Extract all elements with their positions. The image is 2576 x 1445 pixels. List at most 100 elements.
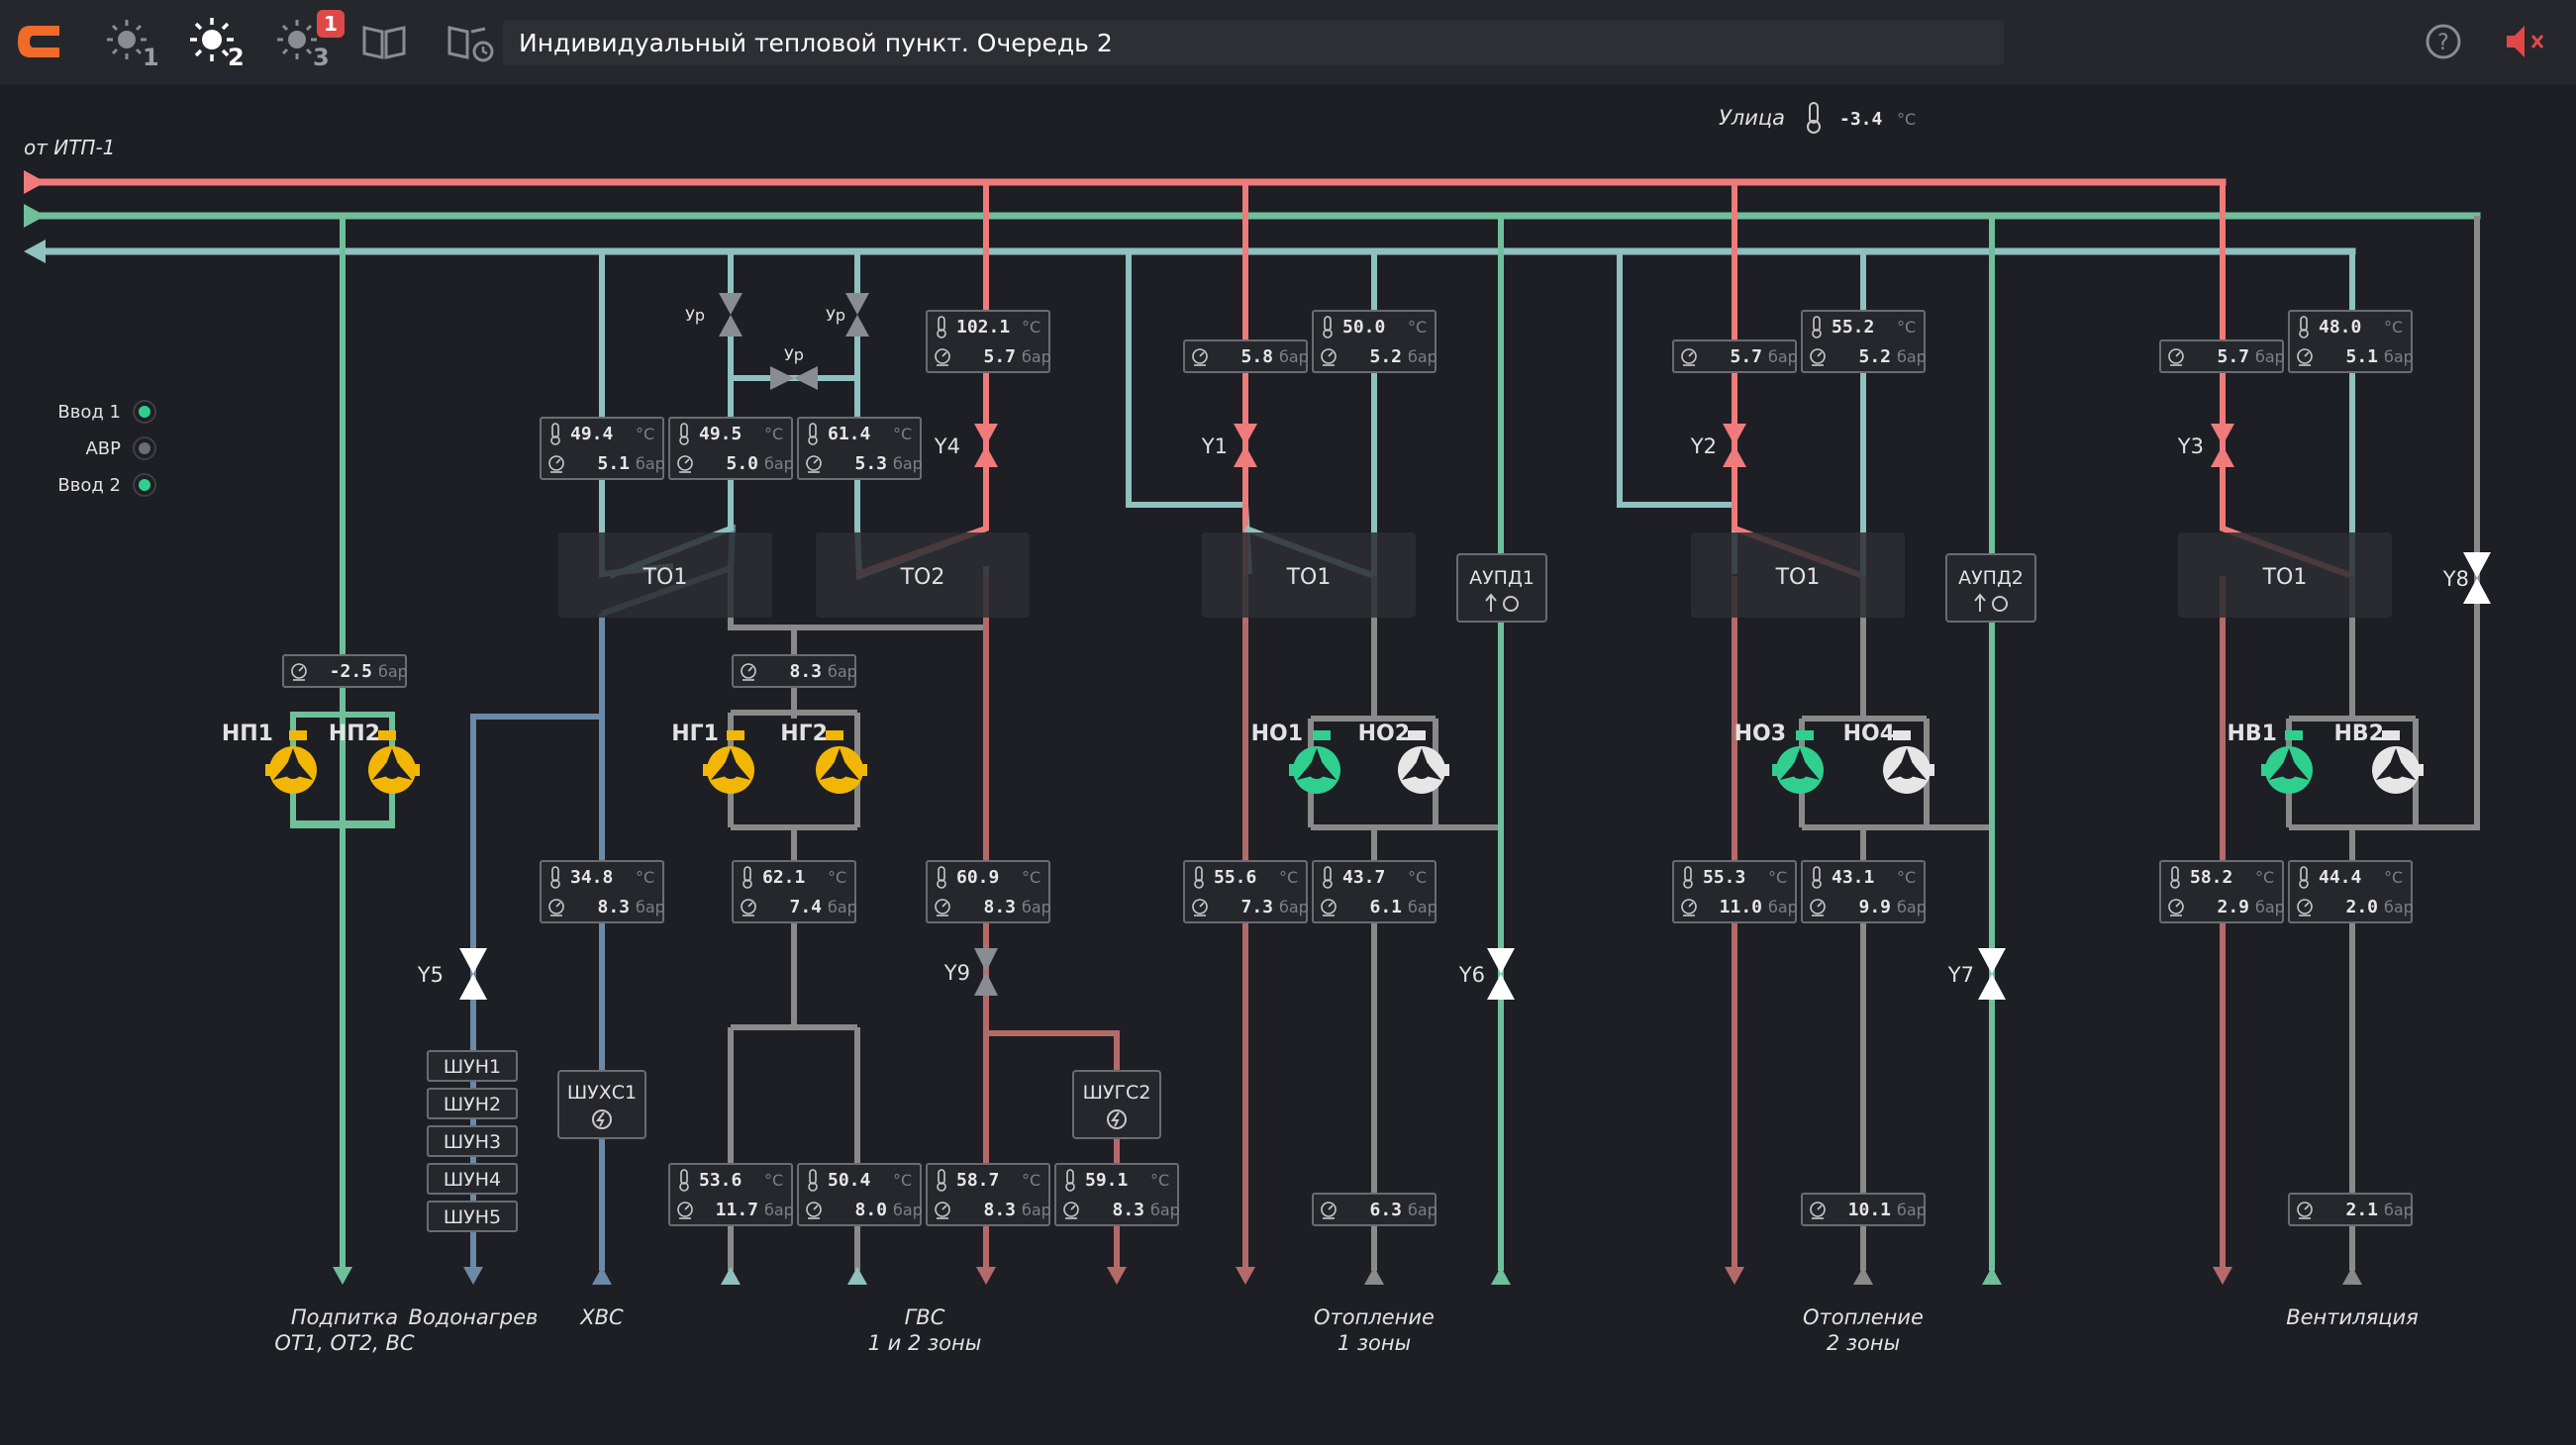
sensor-temp-value: 49.5 [699, 424, 742, 444]
valve-y4[interactable]: Y4 [934, 424, 998, 467]
sensor-panel[interactable]: 55.3 °C 11.0 бар [1672, 860, 1798, 923]
pump-nv1[interactable] [2261, 730, 2313, 794]
to1-heating1-box[interactable] [1202, 532, 1416, 618]
sensor-pressure-value: 8.3 [983, 1200, 1016, 1220]
mode-2-sun-icon[interactable]: 2 [184, 10, 248, 73]
label-makeup-2: ОТ1, ОТ2, ВС [274, 1331, 415, 1355]
aupd1-label: АУПД1 [1469, 567, 1535, 589]
sensor-panel[interactable]: 59.1 °C 8.3 бар [1054, 1163, 1180, 1226]
to1-dhw-box[interactable] [558, 532, 772, 618]
pressure-gauge-icon [1810, 348, 1826, 366]
sensor-panel[interactable]: 43.1 °C 9.9 бар [1801, 860, 1927, 923]
app-logo-icon[interactable] [8, 10, 71, 73]
sensor-temp-value: 55.2 [1832, 317, 1874, 337]
shun3-label: ШУН3 [444, 1131, 501, 1153]
sensor-panel[interactable]: 2.1 бар [2288, 1193, 2414, 1226]
book-icon[interactable] [352, 10, 416, 73]
sensor-panel[interactable]: 8.3 бар [732, 654, 857, 688]
shuhs1-power-icon [592, 1109, 612, 1129]
shun5-box[interactable] [427, 1201, 518, 1232]
thermometer-icon [1812, 866, 1822, 889]
shun1-box[interactable] [427, 1050, 518, 1082]
sensor-temp-value: 55.6 [1214, 867, 1256, 888]
mode-1-sun-icon[interactable]: 1 [99, 10, 162, 73]
sensor-panel[interactable]: 34.8 °C 8.3 бар [540, 860, 665, 923]
outlet-arrow-dhw-1 [976, 1267, 996, 1285]
valve-y7-label: Y7 [1947, 963, 1974, 987]
valve-y8[interactable]: Y8 [2442, 552, 2491, 604]
valve-y4-label: Y4 [934, 434, 960, 458]
help-icon[interactable]: ? [2412, 10, 2475, 73]
pump-no2[interactable] [1398, 730, 1449, 794]
sensor-panel-frame [2288, 1193, 2413, 1226]
sensor-panel[interactable]: 43.7 °C 6.1 бар [1312, 860, 1437, 923]
sensor-pressure-unit: бар [1897, 347, 1927, 366]
shugs2-box[interactable] [1072, 1070, 1161, 1139]
pump-nv1-label: НВ1 [2228, 722, 2278, 746]
mode-3-sun-icon[interactable]: 3 [269, 10, 333, 73]
valve-y3[interactable]: Y3 [2177, 424, 2234, 467]
valve-y2[interactable]: Y2 [1690, 424, 1746, 467]
pump-no3[interactable] [1772, 730, 1824, 794]
pump-no4[interactable] [1883, 730, 1934, 794]
sensor-panel[interactable]: -2.5 бар [282, 654, 408, 688]
thermometer-icon [743, 866, 752, 889]
valve-y1[interactable]: Y1 [1201, 424, 1257, 467]
alarm-badge[interactable]: 1 [317, 10, 345, 38]
sensor-panel[interactable]: 53.6 °C 11.7 бар [668, 1163, 794, 1226]
book-clock-icon[interactable] [438, 10, 501, 73]
pump-np2-label: НП2 [329, 722, 380, 746]
sensor-panel[interactable]: 5.7 бар [1672, 339, 1798, 373]
sensor-panel[interactable]: 58.2 °C 2.9 бар [2159, 860, 2285, 923]
label-heat1-2: 1 зоны [1338, 1331, 1411, 1355]
ur-valve-1[interactable]: Ур [685, 293, 743, 337]
sensor-pressure-unit: бар [2255, 898, 2285, 916]
sensor-panel[interactable]: 5.8 бар [1183, 339, 1309, 373]
valve-y5[interactable]: Y5 [417, 948, 487, 1000]
sensor-panel[interactable]: 6.3 бар [1312, 1193, 1437, 1226]
aupd1-box[interactable] [1456, 553, 1547, 623]
pump-no1[interactable] [1289, 730, 1340, 794]
pump-ng1[interactable] [703, 730, 754, 794]
sensor-panel[interactable]: 62.1 °C 7.4 бар [732, 860, 857, 923]
shun2-box[interactable] [427, 1088, 518, 1119]
control-cabinets: ШУХС1 ШУГС2 [557, 1070, 1161, 1139]
sensor-panel[interactable]: 60.9 °C 8.3 бар [926, 860, 1051, 923]
sensor-temp-unit: °C [1768, 868, 1787, 887]
pumps: НП1 НП2 НГ1 НГ2 [222, 722, 2424, 794]
sensor-panel[interactable]: 55.2 °C 5.2 бар [1801, 310, 1927, 373]
ur-valve-2[interactable]: Ур [826, 293, 869, 337]
sensor-pressure-unit: бар [2384, 898, 2414, 916]
sensor-panel[interactable]: 50.4 °C 8.0 бар [797, 1163, 923, 1226]
valve-y9[interactable]: Y9 [943, 948, 998, 996]
shuhs1-box[interactable] [557, 1070, 646, 1139]
to2-dhw-box[interactable] [816, 532, 1030, 618]
ur-valve-3[interactable]: Ур [770, 345, 818, 390]
sensor-panel[interactable]: 102.1 °C 5.7 бар [926, 310, 1051, 373]
sensor-panel[interactable]: 48.0 °C 5.1 бар [2288, 310, 2414, 373]
sensor-panel[interactable]: 44.4 °C 2.0 бар [2288, 860, 2414, 923]
sensor-panel[interactable]: 5.7 бар [2159, 339, 2285, 373]
shun3-box[interactable] [427, 1125, 518, 1157]
pump-ng2[interactable] [816, 730, 867, 794]
pressure-gauge-icon [806, 455, 822, 473]
sensor-panel[interactable]: 10.1 бар [1801, 1193, 1927, 1226]
sensor-panel[interactable]: 50.0 °C 5.2 бар [1312, 310, 1437, 373]
sensor-panel[interactable]: 55.6 °C 7.3 бар [1183, 860, 1309, 923]
sound-muted-icon[interactable] [2497, 10, 2560, 73]
pump-np1[interactable] [265, 730, 317, 794]
sensor-panel[interactable]: 49.4 °C 5.1 бар [540, 417, 665, 480]
to1-vent-box[interactable] [2178, 532, 2392, 618]
valve-y6[interactable]: Y6 [1458, 948, 1515, 1000]
sensor-panel[interactable]: 61.4 °C 5.3 бар [797, 417, 923, 480]
sensor-panel-frame [1183, 860, 1308, 923]
sensor-panel[interactable]: 58.7 °C 8.3 бар [926, 1163, 1051, 1226]
pump-nv2[interactable] [2372, 730, 2424, 794]
title-bar: Индивидуальный тепловой пункт. Очередь 2 [503, 20, 2004, 65]
valve-y7[interactable]: Y7 [1947, 948, 2006, 1000]
aupd2-box[interactable] [1945, 553, 2036, 623]
sensor-panel[interactable]: 49.5 °C 5.0 бар [668, 417, 794, 480]
shun4-box[interactable] [427, 1163, 518, 1195]
to1-heating2-box[interactable] [1691, 532, 1905, 618]
pump-np2[interactable] [368, 730, 420, 794]
